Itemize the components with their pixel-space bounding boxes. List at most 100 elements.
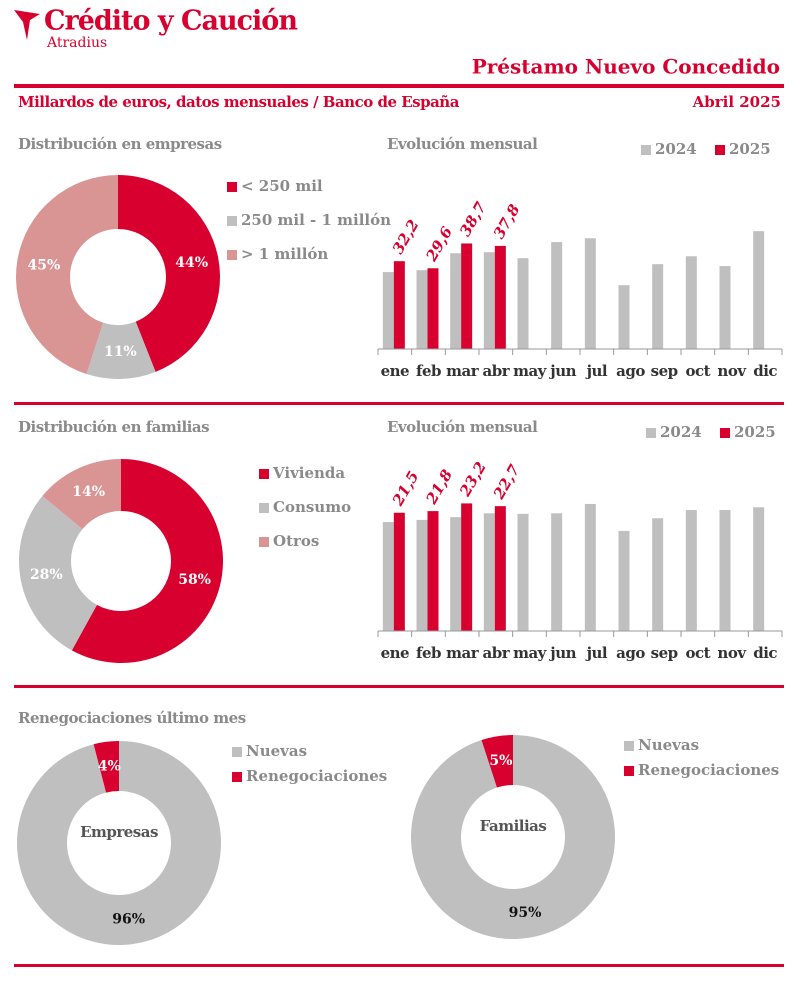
bar <box>753 231 765 349</box>
value-label: 32,2 <box>389 217 423 258</box>
slice-label: 45% <box>28 257 61 273</box>
bar <box>483 513 495 631</box>
legend-label: 2024 <box>660 423 702 441</box>
bar <box>618 530 630 631</box>
slice-label: 58% <box>178 572 211 588</box>
legend-label: Renegociaciones <box>638 761 779 779</box>
legend-swatch <box>232 747 242 757</box>
value-label: 37,8 <box>490 201 524 242</box>
value-label: 22,7 <box>489 461 524 503</box>
value-label: 23,2 <box>456 459 490 501</box>
bar <box>584 238 596 349</box>
legend-swatch <box>227 216 237 226</box>
chart-title: Distribución en familias <box>18 418 209 436</box>
logo <box>14 10 40 40</box>
legend-label: Renegociaciones <box>246 767 387 785</box>
rule <box>14 964 784 967</box>
donut-slice <box>42 459 121 530</box>
bar <box>382 272 394 349</box>
legend-swatch <box>624 741 634 751</box>
x-tick-label: feb <box>416 362 441 380</box>
x-tick-label: jul <box>585 644 608 662</box>
donut-slice <box>17 741 222 945</box>
slice-label: 4% <box>98 759 121 775</box>
brand: Crédito y Caución <box>44 6 298 37</box>
legend-label: 250 mil - 1 millón <box>241 211 391 229</box>
chart-title: Evolución mensual <box>387 135 538 153</box>
legend-swatch <box>227 182 237 192</box>
legend-swatch <box>641 145 651 155</box>
donut-slice <box>481 735 513 788</box>
legend-swatch <box>720 428 730 438</box>
slice-label: 95% <box>509 905 542 921</box>
bar <box>551 242 563 349</box>
donut-slice <box>16 175 119 375</box>
x-tick-label: oct <box>686 644 711 662</box>
rule <box>14 402 784 405</box>
value-label: 38,7 <box>456 198 490 239</box>
bar <box>450 253 462 349</box>
x-tick-label: ene <box>381 362 410 380</box>
x-tick-label: ago <box>616 644 645 662</box>
x-tick-label: jun <box>548 362 576 380</box>
value-label: 21,8 <box>422 466 457 508</box>
slice-label: 14% <box>72 484 105 500</box>
slice-label: 28% <box>30 567 63 583</box>
bar <box>416 519 428 631</box>
legend-swatch <box>646 428 656 438</box>
bar <box>685 256 697 349</box>
bar <box>393 261 405 349</box>
bar <box>685 510 697 631</box>
legend-swatch <box>259 469 269 479</box>
legend-swatch <box>715 145 725 155</box>
bar <box>416 270 428 349</box>
bar <box>652 518 664 631</box>
bar <box>427 268 439 349</box>
x-tick-label: dic <box>753 644 777 662</box>
donut-slice <box>410 735 615 940</box>
bar <box>584 503 596 631</box>
x-tick-label: ago <box>616 362 645 380</box>
slice-label: 5% <box>489 753 512 769</box>
chart-title: Evolución mensual <box>387 418 538 436</box>
bar <box>719 510 731 631</box>
legend-label: Consumo <box>273 498 351 516</box>
center-label: Empresas <box>80 823 158 841</box>
x-tick-label: mar <box>446 644 480 662</box>
subtitle: Millardos de euros, datos mensuales / Ba… <box>18 93 460 111</box>
bar <box>461 503 473 631</box>
legend-label: 2025 <box>729 140 771 158</box>
value-label: 21,5 <box>388 468 422 510</box>
slice-label: 96% <box>112 911 145 927</box>
legend-label: 2024 <box>655 140 697 158</box>
chart-title: Distribución en empresas <box>18 135 222 153</box>
bar <box>393 512 405 631</box>
legend-swatch <box>259 503 269 513</box>
x-tick-label: sep <box>651 362 678 380</box>
donut-slice <box>86 321 156 379</box>
bar <box>483 252 495 349</box>
slice-label: 44% <box>175 255 208 271</box>
date: Abril 2025 <box>692 93 781 111</box>
x-tick-label: abr <box>483 362 511 380</box>
donut-slice <box>71 459 223 663</box>
x-tick-label: sep <box>651 644 678 662</box>
bar <box>753 507 765 631</box>
x-tick-label: nov <box>717 644 747 662</box>
x-tick-label: mar <box>446 362 480 380</box>
donut-slice <box>93 741 119 793</box>
x-tick-label: dic <box>753 362 777 380</box>
donut-slice <box>118 175 221 372</box>
bar <box>427 511 439 631</box>
bar <box>382 522 394 631</box>
legend-swatch <box>232 772 242 782</box>
x-tick-label: feb <box>416 644 441 662</box>
bar <box>618 285 630 349</box>
bar <box>652 264 664 349</box>
legend-swatch <box>624 766 634 776</box>
bar <box>461 243 473 349</box>
bar <box>494 506 506 631</box>
legend-label: Vivienda <box>272 464 345 482</box>
bar <box>494 245 506 349</box>
slice-label: 11% <box>104 344 137 360</box>
